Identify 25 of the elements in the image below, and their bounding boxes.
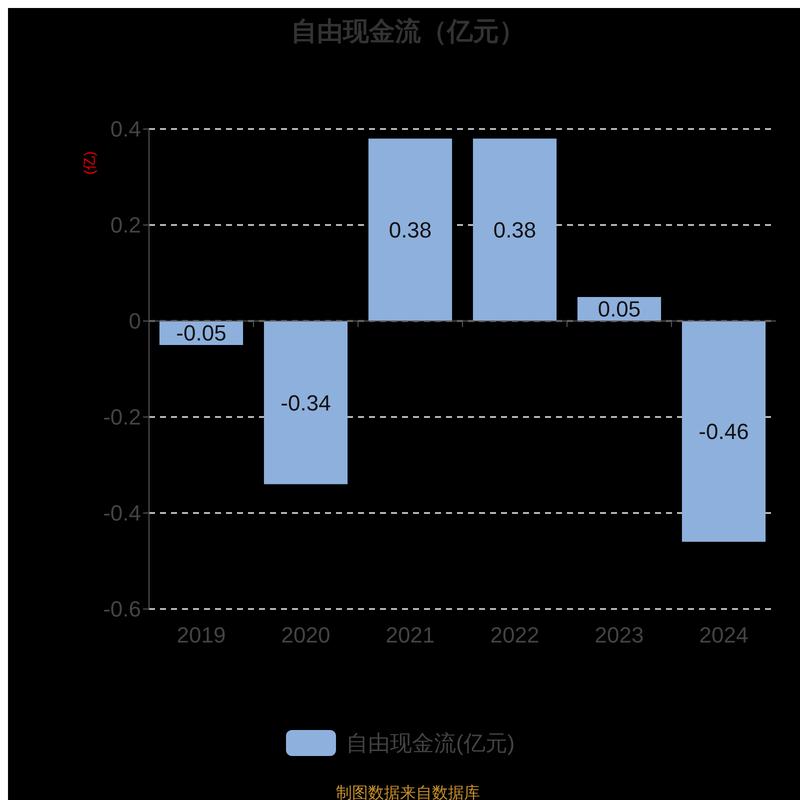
y-axis-title: (亿)	[81, 151, 97, 175]
y-tick-label: 0.2	[110, 212, 141, 238]
x-tick-label: 2021	[386, 622, 435, 648]
bar	[472, 138, 557, 321]
legend-label: 自由现金流(亿元)	[346, 730, 515, 756]
y-tick-label: 0	[128, 308, 141, 334]
x-tick-label: 2019	[176, 622, 226, 648]
y-tick-label: 0.4	[110, 116, 141, 142]
data-label: 0.38	[493, 218, 536, 242]
bar	[264, 321, 348, 484]
x-tick-label: 2024	[699, 622, 748, 648]
y-tick-label: -0.6	[103, 596, 141, 622]
data-label: 0.38	[388, 218, 432, 242]
y-tick-label: -0.4	[103, 500, 141, 526]
x-tick-label: 2023	[594, 622, 644, 648]
x-tick-label: 2020	[281, 622, 330, 648]
bar	[682, 321, 766, 542]
y-tick-label: -0.2	[103, 404, 141, 430]
data-label: 0.05	[598, 296, 641, 322]
data-label: -0.46	[698, 419, 749, 444]
text: 制图数据来自数据库	[336, 784, 480, 800]
bar	[368, 138, 452, 321]
data-label: -0.05	[176, 320, 226, 346]
x-tick-label: 2022	[490, 622, 540, 648]
data-label: -0.34	[280, 390, 331, 416]
